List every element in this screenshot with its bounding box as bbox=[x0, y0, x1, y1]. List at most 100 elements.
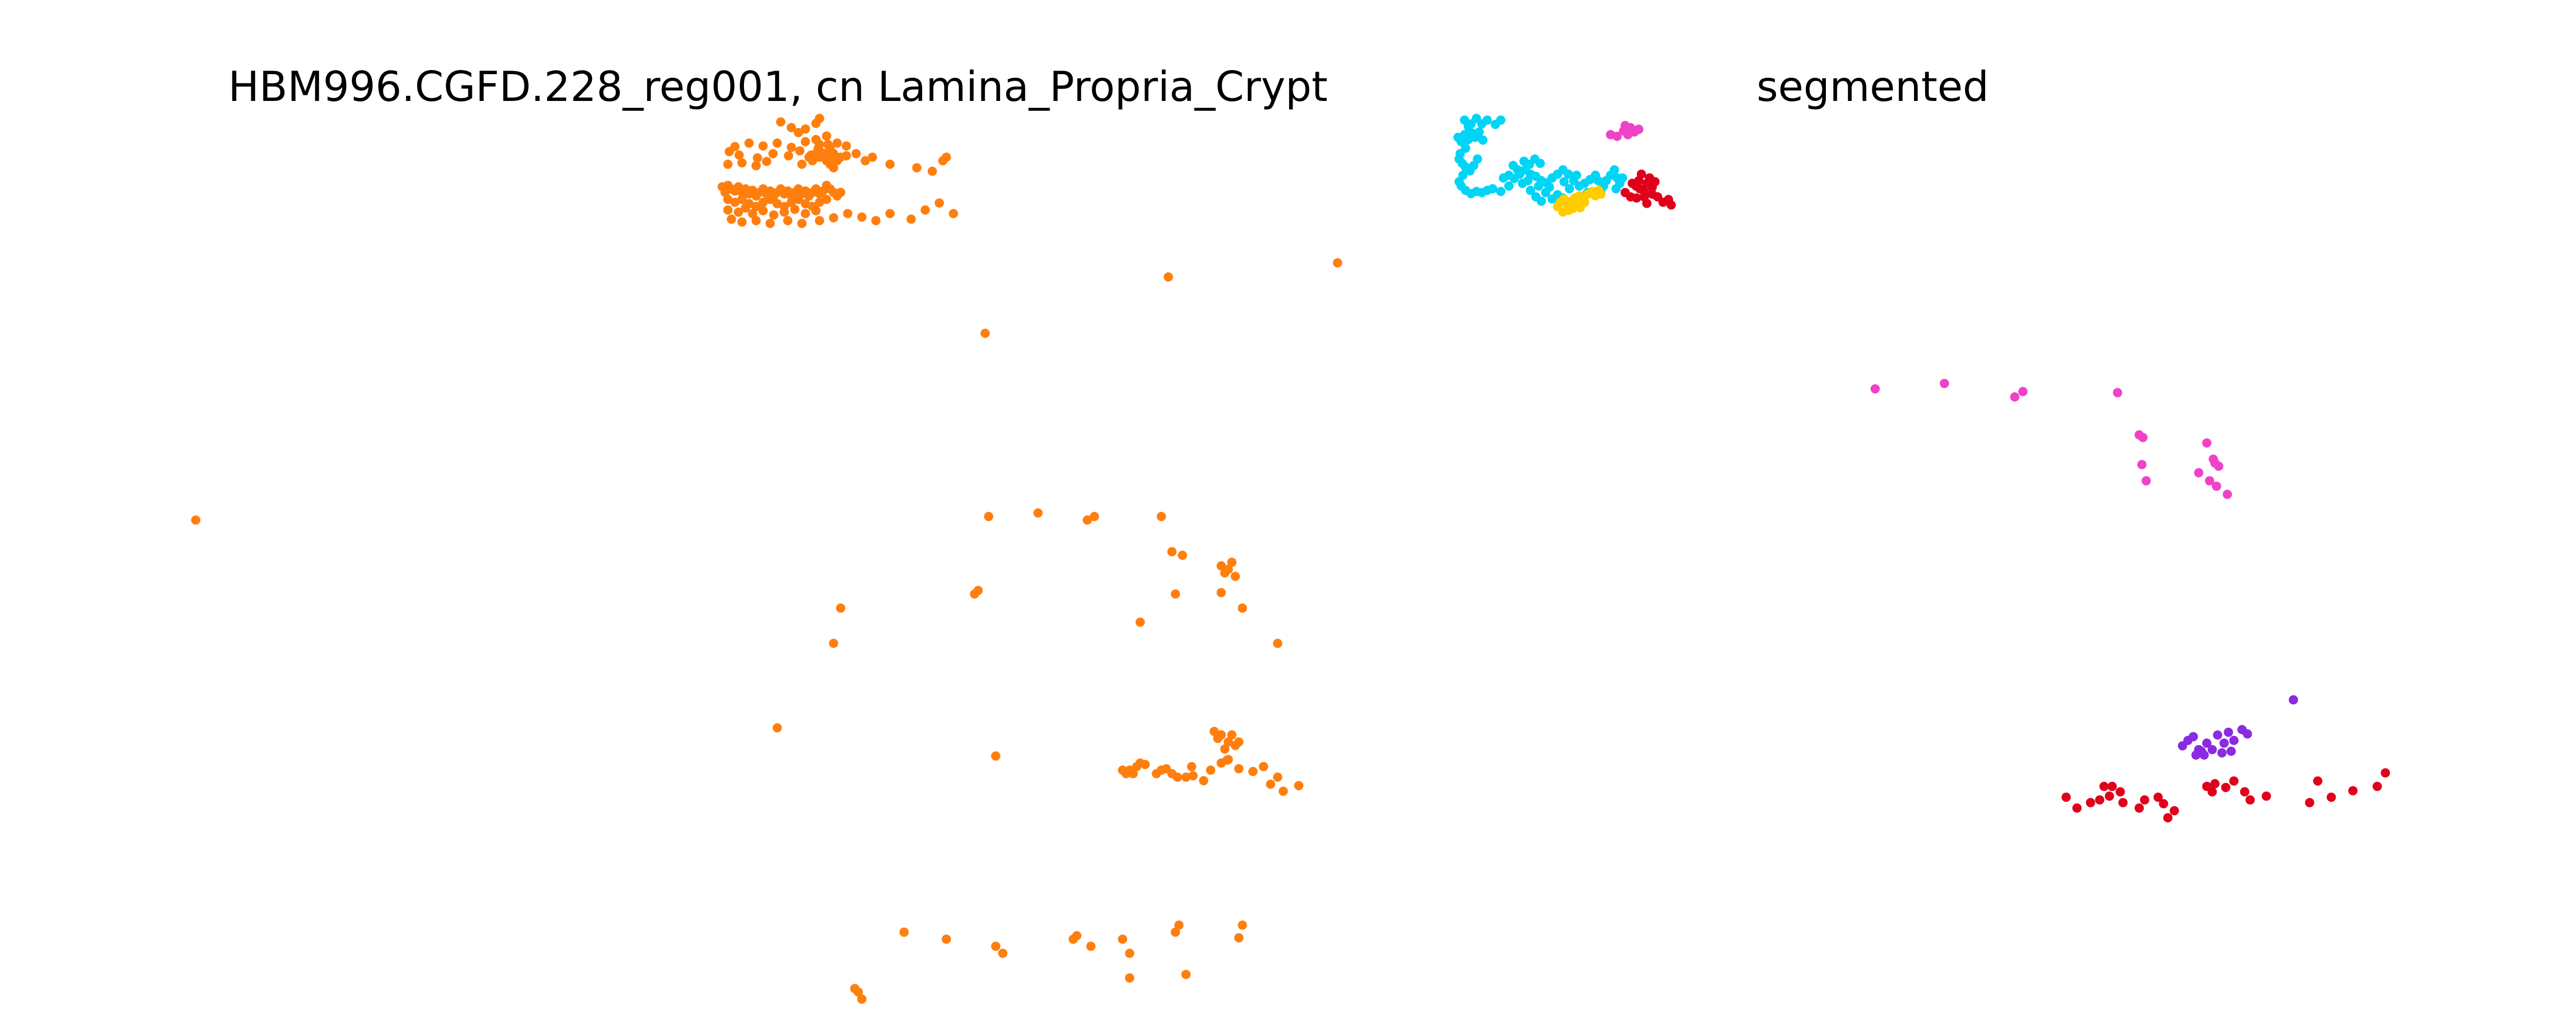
scatter-point-orange bbox=[860, 156, 870, 166]
scatter-point-orange bbox=[751, 161, 761, 170]
scatter-point-cyan bbox=[1478, 135, 1488, 145]
scatter-point-orange bbox=[948, 209, 958, 218]
scatter-point-cyan bbox=[1559, 177, 1569, 186]
scatter-point-orange bbox=[1222, 756, 1232, 765]
scatter-point-orange bbox=[1224, 737, 1233, 747]
scatter-point-orange bbox=[1333, 258, 1343, 268]
scatter-point-orange bbox=[829, 149, 838, 159]
scatter-point-orange bbox=[769, 210, 778, 220]
scatter-point-orange bbox=[1238, 603, 1247, 613]
scatter-point-orange bbox=[822, 195, 832, 204]
scatter-point-red bbox=[2153, 793, 2163, 802]
scatter-point-cyan bbox=[1472, 154, 1482, 164]
scatter-point-orange bbox=[1220, 744, 1230, 754]
scatter-point-orange bbox=[801, 199, 810, 209]
scatter-point-orange bbox=[758, 206, 768, 216]
scatter-point-pink bbox=[2205, 476, 2214, 486]
scatter-point-orange bbox=[737, 158, 747, 168]
scatter-point-pink bbox=[1870, 384, 1880, 394]
scatter-point-orange bbox=[772, 723, 782, 733]
scatter-point-orange bbox=[772, 199, 782, 209]
scatter-point-orange bbox=[1227, 730, 1236, 740]
scatter-point-orange bbox=[885, 209, 895, 218]
scatter-point-orange bbox=[734, 150, 744, 160]
scatter-point-orange bbox=[753, 153, 762, 163]
scatter-point-orange bbox=[927, 166, 937, 176]
scatter-point-orange bbox=[832, 138, 842, 148]
scatter-panel-right: segmented bbox=[1453, 63, 2390, 822]
scatter-point-pink bbox=[2223, 489, 2232, 499]
scatter-point-orange bbox=[991, 941, 1001, 951]
scatter-point-orange bbox=[1188, 771, 1198, 781]
scatter-point-orange bbox=[920, 205, 930, 215]
scatter-point-purple bbox=[2217, 748, 2227, 758]
scatter-point-orange bbox=[868, 152, 877, 162]
scatter-point-cyan bbox=[1545, 182, 1554, 192]
scatter-point-red bbox=[2072, 803, 2082, 813]
scatter-point-orange bbox=[980, 329, 990, 338]
scatter-point-orange bbox=[734, 207, 743, 217]
scatter-point-orange bbox=[737, 217, 747, 227]
right-panel-points bbox=[1453, 114, 2390, 822]
scatter-point-orange bbox=[941, 152, 951, 162]
scatter-point-cyan bbox=[1534, 181, 1544, 191]
scatter-point-orange bbox=[765, 195, 775, 204]
scatter-point-pink bbox=[2138, 433, 2148, 442]
scatter-point-purple bbox=[2207, 745, 2217, 754]
scatter-point-orange bbox=[811, 206, 821, 216]
scatter-point-red bbox=[2115, 787, 2125, 797]
scatter-point-orange bbox=[1117, 934, 1127, 944]
scatter-point-pink bbox=[2209, 454, 2218, 464]
scatter-point-orange bbox=[836, 603, 845, 613]
scatter-point-orange bbox=[1209, 727, 1219, 736]
scatter-point-pink bbox=[1940, 379, 1950, 388]
scatter-point-cyan bbox=[1611, 184, 1621, 194]
scatter-point-orange bbox=[1033, 508, 1043, 518]
scatter-point-orange bbox=[1278, 786, 1288, 796]
scatter-point-orange bbox=[787, 143, 796, 152]
scatter-point-orange bbox=[1199, 776, 1209, 785]
scatter-point-orange bbox=[751, 216, 761, 226]
scatter-point-orange bbox=[768, 149, 778, 159]
scatter-point-orange bbox=[1216, 730, 1226, 740]
scatter-point-red bbox=[2134, 803, 2144, 813]
scatter-point-orange bbox=[1125, 973, 1134, 983]
scatter-point-orange bbox=[1174, 920, 1184, 930]
scatter-point-orange bbox=[822, 131, 832, 141]
scatter-point-orange bbox=[776, 117, 786, 127]
scatter-point-red bbox=[2262, 791, 2271, 801]
scatter-point-orange bbox=[857, 212, 867, 222]
scatter-point-cyan bbox=[1618, 173, 1628, 183]
scatter-point-purple bbox=[2202, 739, 2212, 748]
scatter-point-cyan bbox=[1609, 165, 1619, 175]
scatter-point-orange bbox=[815, 216, 824, 226]
scatter-point-orange bbox=[804, 152, 814, 162]
scatter-point-cyan bbox=[1526, 185, 1535, 195]
scatter-point-orange bbox=[857, 994, 867, 1004]
scatter-point-cyan bbox=[1496, 186, 1505, 196]
scatter-point-purple bbox=[2243, 729, 2252, 739]
scatter-point-orange bbox=[801, 209, 810, 218]
scatter-point-orange bbox=[1171, 589, 1180, 599]
scatter-point-orange bbox=[793, 195, 803, 204]
scatter-point-orange bbox=[1181, 970, 1191, 980]
scatter-point-orange bbox=[841, 141, 851, 151]
scatter-point-red bbox=[2099, 782, 2109, 791]
scatter-point-purple bbox=[2219, 739, 2229, 748]
scatter-point-orange bbox=[941, 934, 951, 944]
scatter-point-orange bbox=[815, 114, 824, 123]
scatter-point-purple bbox=[2226, 746, 2236, 756]
scatter-point-orange bbox=[1181, 772, 1191, 782]
scatter-point-orange bbox=[823, 140, 833, 149]
scatter-point-pink bbox=[1606, 130, 1616, 140]
scatter-point-pink bbox=[2018, 387, 2028, 397]
scatter-point-cyan bbox=[1513, 165, 1522, 175]
scatter-point-orange bbox=[853, 987, 863, 997]
scatter-point-orange bbox=[829, 163, 838, 173]
scatter-point-red bbox=[2372, 782, 2382, 791]
scatter-point-orange bbox=[790, 204, 800, 214]
scatter-point-purple bbox=[2189, 732, 2198, 742]
scatter-point-pink bbox=[2137, 460, 2147, 470]
scatter-point-orange bbox=[1294, 781, 1303, 791]
scatter-point-red bbox=[2245, 795, 2255, 805]
